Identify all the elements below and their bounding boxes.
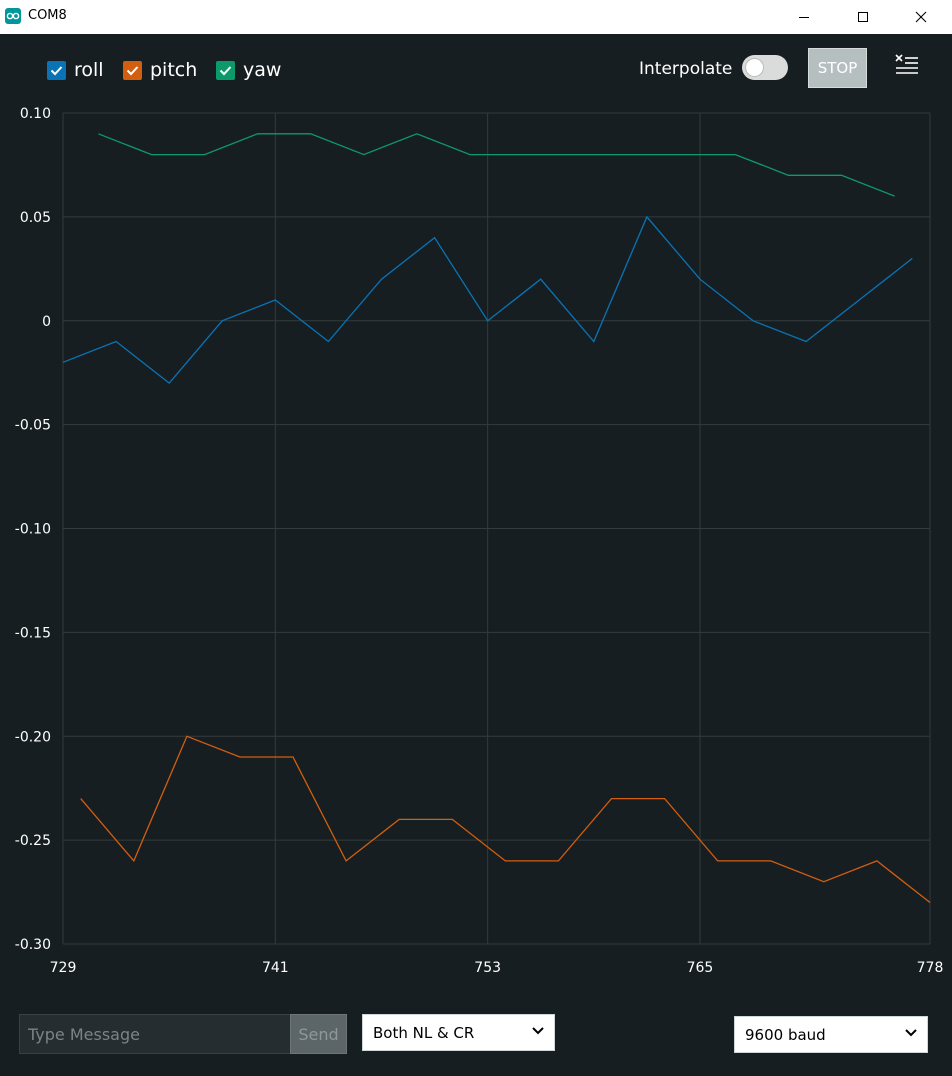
minimize-button[interactable] [781, 0, 827, 34]
checkbox-checked-icon[interactable] [123, 60, 142, 80]
y-tick-label: -0.20 [15, 729, 51, 745]
y-tick-label: -0.05 [15, 418, 51, 434]
legend-toggle-roll[interactable]: roll [47, 58, 104, 82]
interpolate-toggle[interactable] [742, 55, 788, 80]
legend-label-yaw: yaw [243, 59, 282, 81]
x-tick-label: 765 [687, 960, 714, 976]
x-tick-label: 729 [50, 960, 77, 976]
baud-rate-value: 9600 baud [745, 1025, 826, 1044]
y-tick-label: -0.30 [15, 937, 51, 953]
close-button[interactable] [898, 0, 944, 34]
checkbox-checked-icon[interactable] [216, 60, 235, 80]
title-bar: COM8 [0, 0, 952, 34]
maximize-button[interactable] [840, 0, 886, 34]
series-line-roll [62, 215, 913, 384]
chevron-down-icon [905, 1029, 917, 1037]
x-tick-label: 778 [917, 960, 944, 976]
baud-rate-select[interactable]: 9600 baud [734, 1016, 928, 1053]
x-tick-label: 753 [474, 960, 501, 976]
serial-plot-chart: 0.10 0.05 0 -0.05 -0.10 -0.15 -0.20 -0.25 -0.30 7… [15, 106, 944, 976]
y-tick-label: -0.10 [15, 522, 51, 538]
stop-button[interactable]: STOP [808, 48, 867, 88]
y-tick-label: 0.10 [20, 106, 51, 122]
maximize-icon [858, 12, 868, 22]
close-icon [915, 11, 927, 23]
y-tick-label: -0.25 [15, 833, 51, 849]
window-title: COM8 [28, 8, 67, 23]
legend-toggle-yaw[interactable]: yaw [216, 58, 281, 82]
chevron-down-icon [532, 1027, 544, 1035]
legend-label-roll: roll [74, 59, 104, 81]
y-tick-label: 0 [42, 314, 51, 330]
series-line-pitch [80, 735, 931, 904]
x-tick-label: 741 [262, 960, 289, 976]
checkbox-checked-icon[interactable] [47, 60, 66, 80]
legend-label-pitch: pitch [150, 59, 198, 81]
clear-button[interactable] [893, 53, 921, 79]
interpolate-label: Interpolate [639, 59, 733, 79]
y-tick-label: 0.05 [20, 210, 51, 226]
line-ending-value: Both NL & CR [373, 1023, 475, 1042]
toggle-knob [746, 59, 763, 76]
message-input[interactable] [19, 1014, 291, 1054]
minimize-icon [799, 17, 809, 18]
series-line-yaw [98, 133, 895, 197]
send-button[interactable]: Send [290, 1014, 347, 1054]
clear-list-icon [895, 54, 918, 74]
legend-toggle-pitch[interactable]: pitch [123, 58, 197, 82]
arduino-icon [5, 8, 21, 24]
y-tick-label: -0.15 [15, 625, 51, 641]
line-ending-select[interactable]: Both NL & CR [362, 1014, 555, 1051]
